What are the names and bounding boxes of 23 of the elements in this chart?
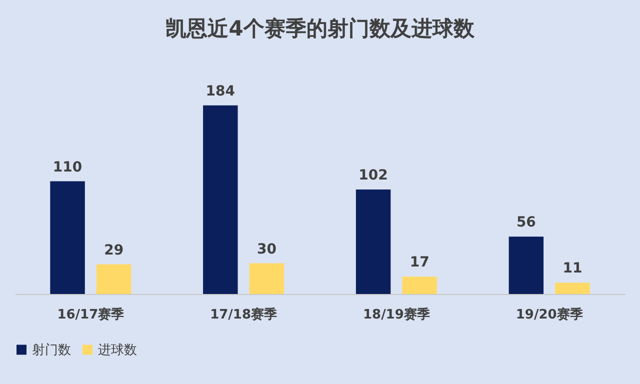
bar — [50, 181, 85, 294]
data-label: 29 — [104, 242, 124, 258]
data-label: 184 — [206, 83, 236, 100]
bar — [249, 263, 284, 294]
bar — [356, 189, 391, 294]
data-label: 17 — [410, 254, 430, 271]
chart-title: 凯恩近4个赛季的射门数及进球数 — [166, 16, 476, 40]
x-tick-label: 18/19赛季 — [362, 306, 430, 322]
x-tick-label: 16/17赛季 — [57, 306, 124, 322]
legend-label: 射门数 — [32, 342, 71, 358]
x-tick-label: 19/20赛季 — [516, 306, 583, 322]
data-label: 110 — [52, 159, 82, 176]
bar — [203, 105, 238, 294]
x-tick-label: 17/18赛季 — [210, 306, 278, 322]
legend-label: 进球数 — [98, 342, 137, 358]
bar — [96, 264, 132, 294]
data-label: 11 — [562, 260, 582, 277]
bar — [402, 276, 437, 294]
bar — [555, 282, 590, 294]
data-label: 30 — [256, 241, 277, 258]
data-label: 56 — [516, 214, 536, 231]
bar — [508, 236, 544, 294]
data-label: 102 — [358, 167, 388, 184]
